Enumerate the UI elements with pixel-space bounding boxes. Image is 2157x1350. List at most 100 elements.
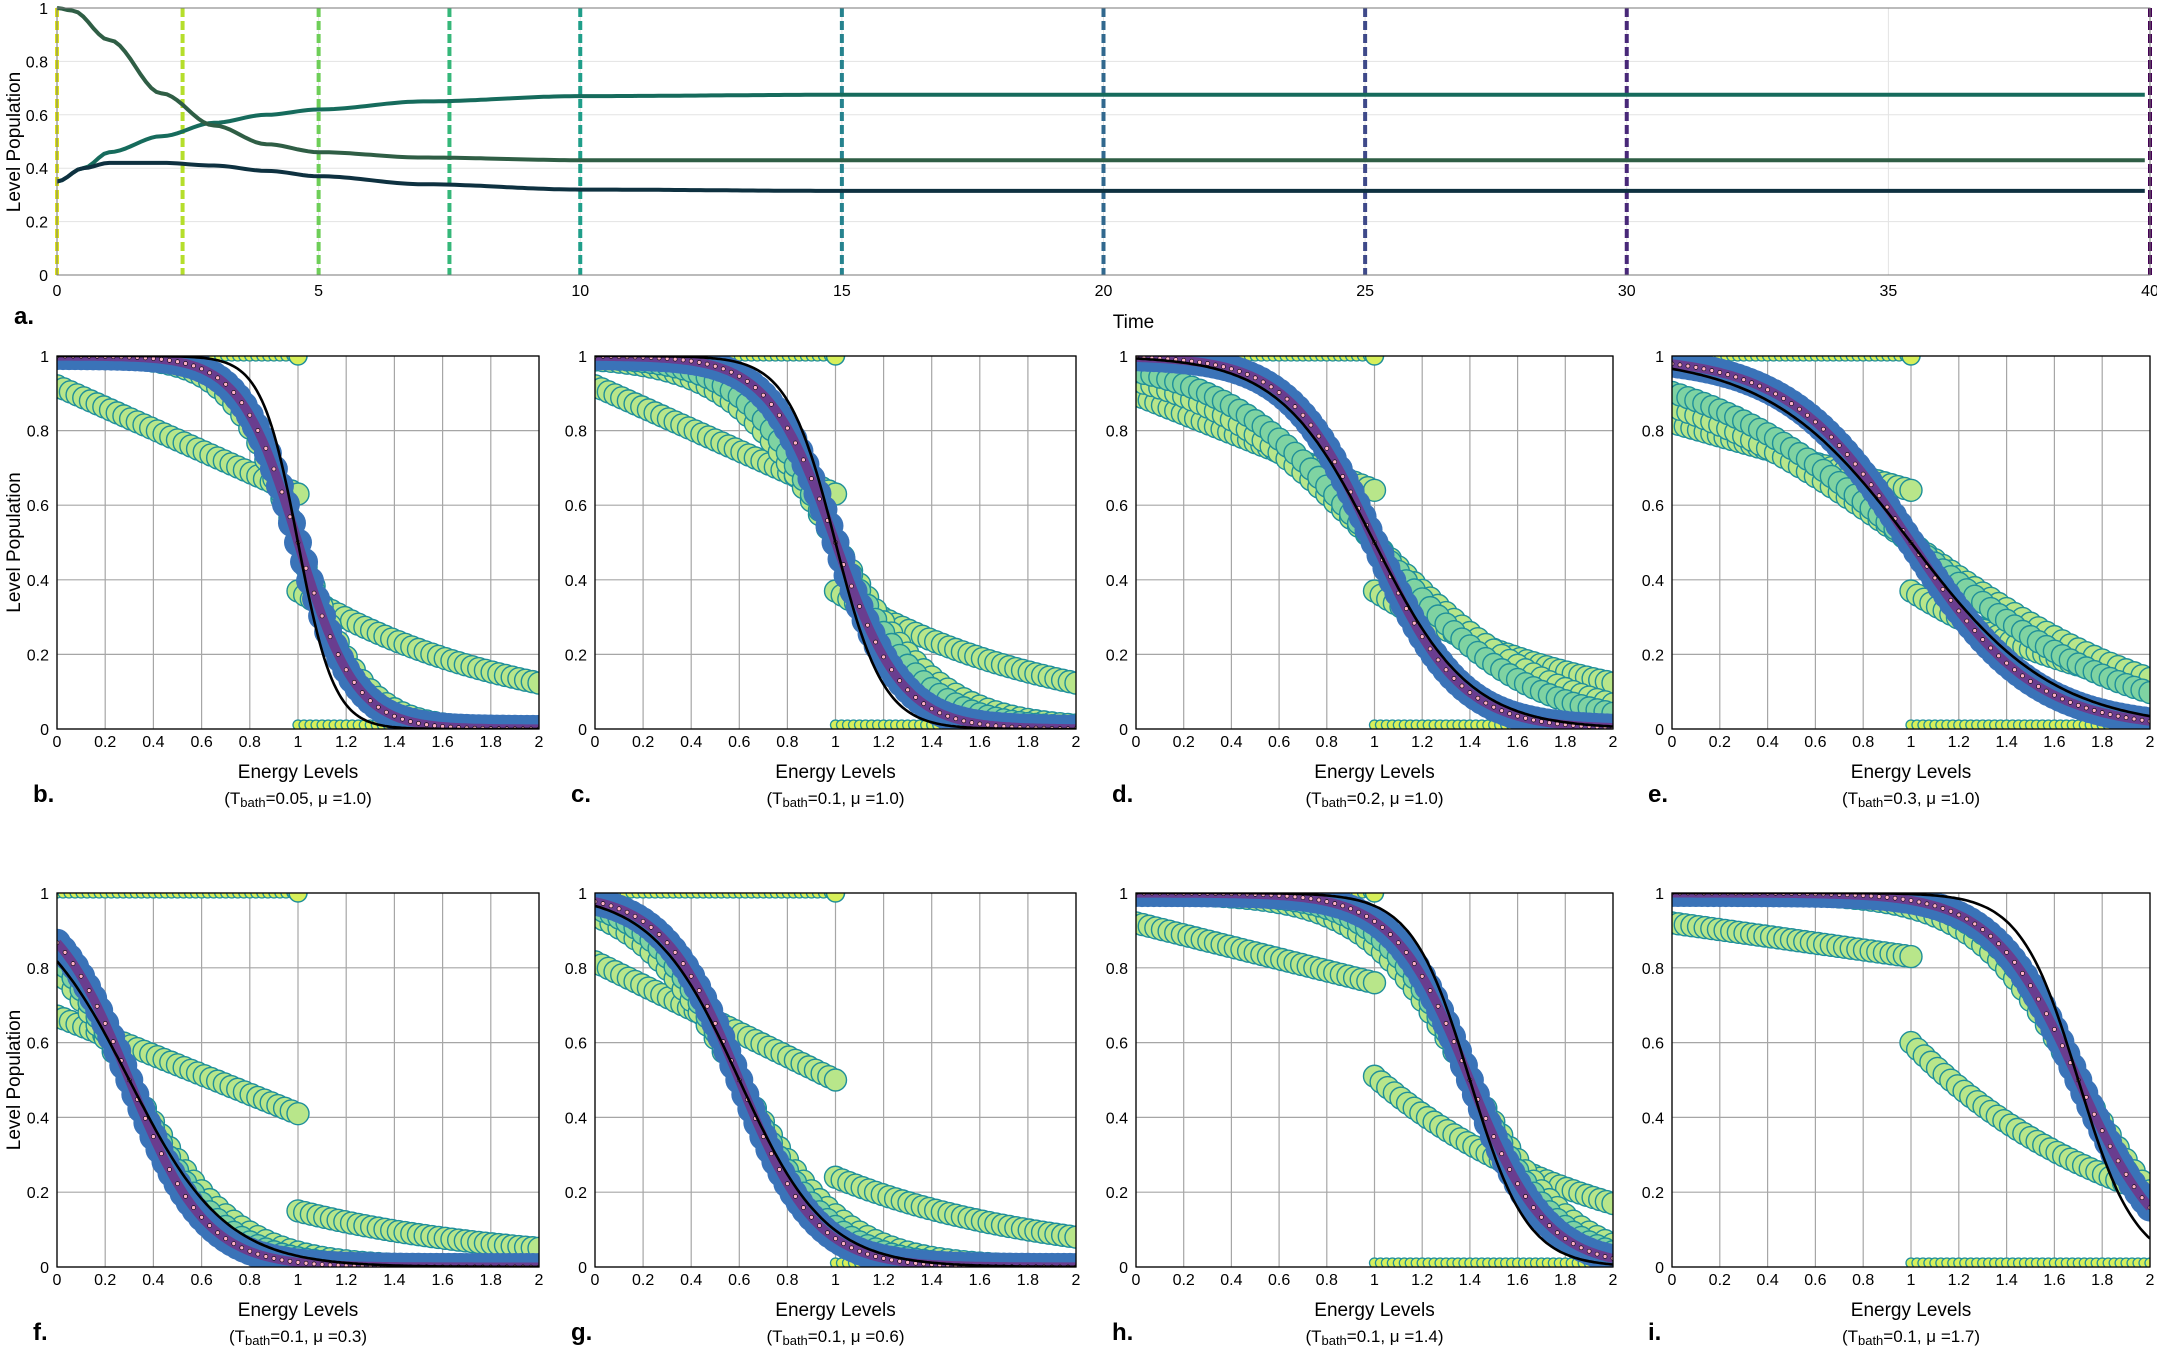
fermi-point: [2012, 959, 2017, 965]
fermi-point: [1515, 1181, 1520, 1187]
subtitle-suffix: =0.2, μ =1.0): [1347, 789, 1444, 808]
mid-marker: [2138, 680, 2150, 705]
x-tick-label: 0.2: [1709, 734, 1731, 751]
x-tick-label: 1.6: [1506, 734, 1528, 751]
fermi-point: [688, 358, 694, 364]
x-tick-label: 1: [1907, 734, 1916, 751]
x-tick-label: 0.2: [1173, 734, 1195, 751]
x-tick-label: 1.8: [1017, 1272, 1039, 1289]
subtitle-suffix: =0.1, μ =0.3): [270, 1327, 367, 1346]
subtitle: (Tbath=0.1, μ =1.0): [766, 789, 904, 810]
x-axis-label: Energy Levels: [775, 762, 895, 783]
fermi-point: [1197, 359, 1202, 365]
x-tick-label: 0: [591, 1272, 600, 1289]
fermi-point: [1972, 628, 1978, 633]
x-tick-label: 0.4: [1220, 1272, 1242, 1289]
fermi-point: [881, 1256, 886, 1261]
fermi-point: [1996, 653, 2001, 659]
y-tick-label: 0.8: [1106, 961, 1128, 978]
fermi-point: [1578, 1245, 1584, 1251]
fermi-point: [1539, 719, 1544, 724]
fermi-point: [929, 706, 935, 712]
fermi-point: [857, 604, 862, 609]
x-tick-label: 0: [1668, 734, 1677, 751]
subtitle: (Tbath=0.1, μ =1.4): [1305, 1327, 1443, 1348]
x-tick-label: 1: [1370, 1272, 1379, 1289]
x-tick-label: 0.2: [632, 1272, 654, 1289]
y-tick-label: 1: [1119, 349, 1128, 366]
fermi-point: [1900, 896, 1906, 902]
fermi-point: [223, 1236, 228, 1241]
x-tick-label: 1.2: [1948, 734, 1970, 751]
plot-content: [1672, 356, 2150, 729]
fermi-point: [2131, 1184, 2137, 1189]
plot-content: [57, 893, 539, 1267]
x-tick-label: 0.8: [1316, 734, 1338, 751]
fermi-point: [1332, 901, 1338, 906]
series-line-falling: [56, 6, 2145, 163]
fermi-point: [921, 701, 926, 706]
subtitle-suffix: =0.1, μ =0.6): [808, 1327, 905, 1346]
initial-marker: [1364, 893, 1385, 903]
fermi-point: [1948, 909, 1954, 914]
fermi-point: [159, 356, 164, 362]
fermi-point: [777, 1167, 782, 1172]
y-tick-label: 1: [1655, 886, 1664, 903]
x-tick-label: 1.8: [1554, 734, 1576, 751]
x-tick-label: 0.2: [632, 734, 654, 751]
x-tick-label: 1.4: [383, 734, 405, 751]
x-tick-label: 1.8: [1554, 1272, 1576, 1289]
x-tick-label: 1.4: [1995, 1272, 2017, 1289]
initial-marker: [1901, 356, 1921, 366]
fermi-point: [696, 360, 702, 365]
fermi-point: [367, 698, 373, 704]
axes-frame: [1671, 355, 2151, 730]
fermi-point: [1964, 618, 1970, 624]
fermi-point: [1932, 903, 1938, 909]
fermi-point: [953, 716, 959, 722]
fermi-point: [1980, 927, 1985, 932]
x-tick-label: 0.6: [1268, 734, 1290, 751]
fermi-point: [1396, 940, 1401, 946]
fermi-point: [295, 1260, 301, 1265]
fermi-point: [255, 428, 261, 433]
fermi-point: [1356, 909, 1361, 915]
fermi-point: [1245, 372, 1250, 377]
fermi-point: [2091, 1111, 2097, 1117]
axes-frame: [56, 7, 2151, 276]
fermi-point: [2036, 684, 2041, 689]
subtitle-prefix: (T: [1842, 789, 1858, 808]
fermi-point: [913, 695, 918, 700]
fermi-point: [1586, 1248, 1592, 1254]
x-tick-label: 0.8: [776, 1272, 798, 1289]
fermi-point: [632, 914, 638, 919]
subtitle-subscript: bath: [782, 795, 807, 810]
fermi-point: [865, 622, 870, 628]
fermi-point: [2060, 1043, 2065, 1049]
fermi-point: [977, 721, 983, 727]
fermi-point: [247, 1248, 253, 1254]
y-tick-label: 0.6: [26, 108, 48, 125]
fermi-point: [207, 370, 212, 376]
subtitle-subscript: bath: [1858, 1333, 1883, 1348]
fermi-point: [1701, 366, 1707, 372]
reference-curve: [1672, 893, 2150, 1240]
fermi-point: [1773, 391, 1778, 397]
x-tick-label: 5: [314, 283, 323, 300]
fermi-point: [761, 392, 766, 398]
fermi-point: [704, 1003, 710, 1009]
y-tick-label: 0.6: [1106, 498, 1128, 515]
fermi-point: [1483, 1116, 1489, 1121]
x-tick-label: 1.2: [1411, 734, 1433, 751]
fermi-point: [2131, 716, 2137, 722]
plot-content: [57, 356, 539, 729]
fermi-point: [1372, 919, 1377, 924]
fermi-point: [199, 366, 204, 372]
y-tick-label: 0.4: [27, 1110, 49, 1127]
x-tick-label: 0: [1132, 734, 1141, 751]
axes-frame: [1135, 892, 1614, 1268]
reference-curve: [1136, 357, 1613, 728]
subtitle-subscript: bath: [1321, 795, 1346, 810]
x-tick-label: 1.6: [969, 734, 991, 751]
fermi-point: [2028, 983, 2033, 988]
